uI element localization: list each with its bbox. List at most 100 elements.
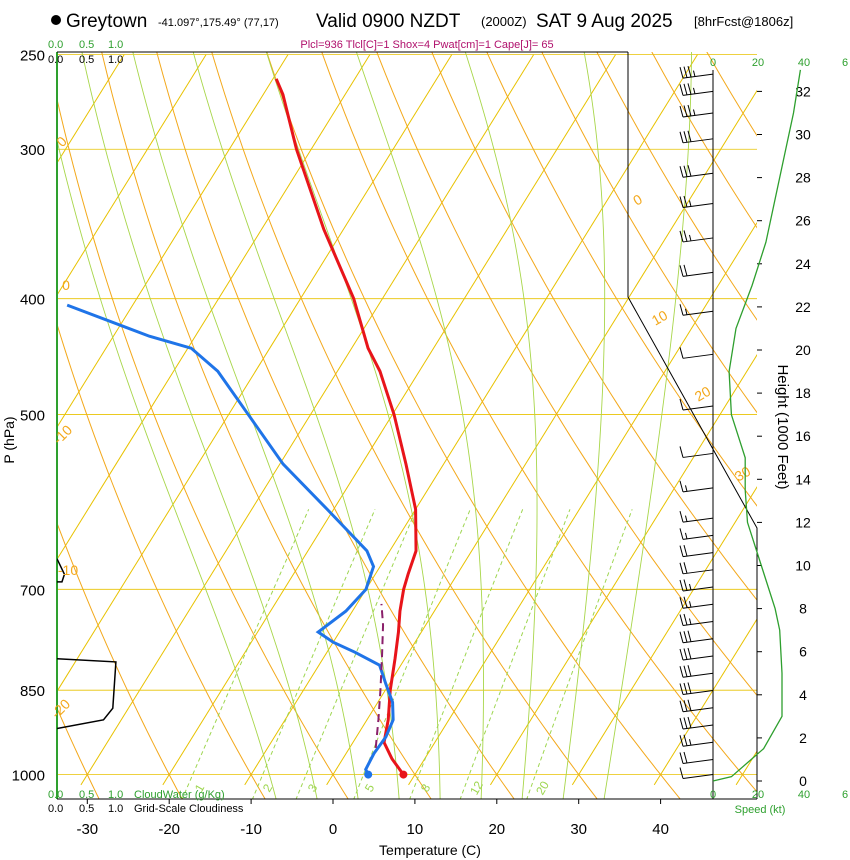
speed-axis-top: 0 20 40 6	[710, 57, 848, 69]
cloud-bot-tick-b2: 1.0	[108, 803, 123, 815]
wind-barb-flag	[687, 630, 692, 642]
cloud-scale-bottom: 0.0 0.5 1.0 CloudWater (g/Kg) 0.0 0.5 1.…	[48, 789, 244, 815]
wind-barb	[679, 613, 714, 627]
wind-barb-staff	[682, 405, 714, 411]
wind-barb-half	[689, 234, 692, 242]
wind-speed-line	[712, 69, 802, 782]
wind-barb	[679, 562, 714, 575]
cloud-top-tick-1: 0.5	[79, 39, 94, 51]
wind-barb-flag	[683, 105, 688, 117]
wind-barb-staff	[682, 172, 714, 178]
wind-barb-staff	[682, 724, 714, 730]
wind-barb-flag	[679, 304, 684, 316]
wind-barb-flag	[683, 682, 688, 695]
wind-barb	[679, 446, 714, 458]
cloud-top-tick-2: 1.0	[108, 39, 123, 51]
wind-barb	[679, 230, 714, 243]
wind-barb-flag	[683, 648, 688, 660]
wind-barb-flag	[679, 579, 684, 592]
isotherm	[408, 221, 757, 786]
wind-barb	[679, 767, 714, 780]
wind-barb-half	[685, 532, 688, 539]
wind-barb-flag	[687, 104, 692, 117]
dry-adiabat	[651, 52, 757, 229]
cloud-bot-tick-2: 1.0	[108, 789, 123, 801]
dry-adiabat	[596, 52, 757, 321]
height-tick-label-4: 8	[799, 601, 807, 617]
p-tick-label-1: 300	[20, 142, 45, 159]
wind-barb-staff	[682, 452, 714, 458]
dry-adiabat	[376, 52, 757, 697]
x-tick-label-5: 20	[488, 821, 505, 838]
height-tick-label-9: 18	[795, 385, 811, 401]
p-tick-label-5: 850	[20, 683, 45, 700]
wind-barb-flag	[683, 562, 688, 574]
dry-adiabat	[211, 52, 598, 799]
wind-barb	[679, 528, 714, 540]
wind-barb-flag	[679, 545, 684, 557]
dry-adiabat-label: -10	[50, 422, 76, 448]
wind-barb	[679, 195, 714, 208]
station-name: Greytown	[66, 11, 147, 32]
wind-barb-flag	[679, 196, 684, 208]
mixing-ratio-label: 5	[362, 781, 378, 794]
dry-adiabat-label: -20	[48, 696, 74, 722]
wind-barb-half	[689, 583, 692, 591]
wind-barb-flag	[679, 735, 684, 747]
station-coords: -41.097°,175.49° (77,17)	[158, 17, 279, 29]
wind-barb-flag	[683, 579, 688, 591]
wind-barb-flag	[679, 700, 684, 712]
speed-axis-bottom: 0 20 40 6 Speed (kt)	[710, 789, 848, 816]
moist-adiabat	[192, 52, 400, 799]
height-tick-label-10: 20	[795, 342, 811, 358]
isotherm	[326, 89, 757, 786]
x-tick-label-2: -10	[240, 821, 262, 838]
wind-barb	[679, 83, 714, 96]
x-tick-label-6: 30	[570, 821, 587, 838]
cloud-scale-top: 0.0 0.5 1.0 0.0 0.5 1.0	[48, 39, 123, 66]
p-tick-label-3: 500	[20, 408, 45, 425]
isotherm	[57, 54, 453, 693]
isotherm	[818, 55, 850, 785]
surface-temperature-marker	[399, 770, 408, 779]
cloud-top-tick-b1: 0.5	[79, 54, 94, 66]
y-axis-title: P (hPa)	[1, 416, 17, 463]
mixing-ratio-line	[181, 509, 310, 799]
isotherm	[489, 353, 757, 786]
wind-barb-flag	[679, 683, 684, 695]
height-tick-label-13: 26	[795, 213, 811, 229]
wind-barb-flag	[679, 347, 684, 359]
wind-barb-flag	[679, 265, 684, 277]
dry-adiabat	[156, 52, 515, 799]
speed-bot-tick-2: 40	[798, 789, 810, 801]
wind-barb	[679, 510, 714, 523]
wind-barb-flag	[679, 666, 684, 678]
wind-barb-staff	[682, 655, 714, 661]
moist-adiabat	[265, 52, 441, 799]
height-tick-label-7: 14	[795, 471, 811, 487]
wind-barb-flag	[679, 614, 684, 626]
wind-barb	[679, 130, 714, 144]
x-tick-label-3: 0	[329, 821, 337, 838]
wind-barb-flag	[683, 195, 688, 208]
height-tick-label-6: 12	[795, 514, 811, 530]
wind-barb-staff	[682, 707, 714, 713]
x-axis-title: Temperature (C)	[379, 842, 481, 858]
isotherm	[57, 54, 289, 429]
wind-barb-flag	[687, 647, 692, 660]
wind-barb-half	[685, 308, 688, 315]
wind-barb	[679, 347, 714, 359]
speed-bot-tick-1: 20	[752, 789, 764, 801]
station-marker	[51, 15, 61, 25]
mixing-ratio-label: 3	[305, 781, 321, 794]
wind-barb-flag	[679, 67, 684, 79]
p-tick-label-6: 1000	[12, 768, 45, 785]
wind-barb	[679, 734, 714, 747]
wind-barb-flag	[679, 398, 684, 411]
height-tick-label-8: 16	[795, 428, 811, 444]
wind-barb-half	[693, 70, 696, 77]
speed-top-tick-3: 6	[842, 57, 848, 69]
wind-barb-half	[693, 109, 696, 116]
dewpoint-line	[66, 303, 395, 776]
